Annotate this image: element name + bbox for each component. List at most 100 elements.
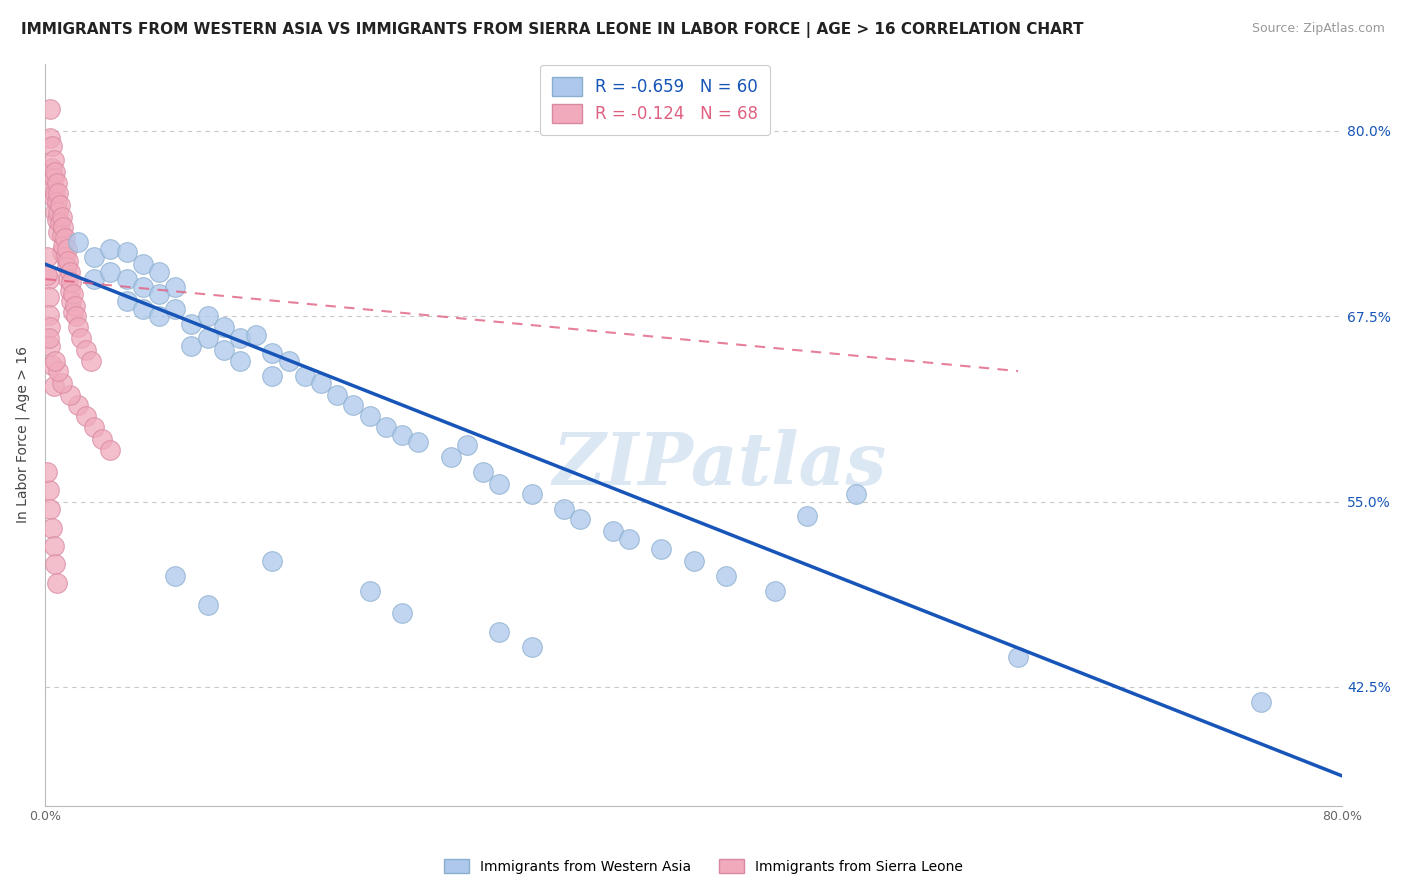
Point [38,483,60,497]
Point [45,212,67,227]
Point [359,409,381,423]
Point [326,388,349,402]
Point [197,331,219,345]
Point [41,161,63,175]
Point [48,205,70,219]
Point [51,376,73,390]
Point [617,532,640,546]
Text: Source: ZipAtlas.com: Source: ZipAtlas.com [1251,22,1385,36]
Point [309,376,332,390]
Point [98,265,121,279]
Point [132,279,155,293]
Point [42,539,65,553]
Point [262,368,284,383]
Point [212,343,235,358]
Point [66,235,89,249]
Point [520,487,543,501]
Point [520,640,543,654]
Point [456,438,478,452]
Point [180,317,202,331]
Point [42,153,65,168]
Point [472,465,495,479]
Point [56,272,79,286]
Point [359,583,381,598]
Point [42,379,65,393]
Point [91,432,114,446]
Point [374,420,396,434]
Point [59,388,82,402]
Point [51,245,73,260]
Point [52,239,75,253]
Point [229,353,252,368]
Point [41,521,63,535]
Point [38,331,60,345]
Point [75,409,97,423]
Point [35,250,58,264]
Point [115,294,138,309]
Point [62,287,84,301]
Point [48,186,70,200]
Point [66,319,89,334]
Point [165,301,187,316]
Point [1250,695,1272,709]
Point [45,194,67,209]
Point [132,257,155,271]
Point [83,250,105,264]
Point [132,301,155,316]
Point [35,268,58,282]
Point [683,554,706,568]
Point [65,309,87,323]
Point [262,554,284,568]
Point [51,227,73,242]
Point [59,284,82,298]
Point [70,331,93,345]
Point [48,364,70,378]
Point [245,328,267,343]
Point [35,465,58,479]
Point [51,210,73,224]
Legend: R = -0.659   N = 60, R = -0.124   N = 68: R = -0.659 N = 60, R = -0.124 N = 68 [540,65,770,136]
Point [796,509,818,524]
Point [391,427,413,442]
Point [39,339,62,353]
Point [44,557,66,571]
Point [41,138,63,153]
Point [115,245,138,260]
Point [197,599,219,613]
Point [165,568,187,582]
Point [602,524,624,539]
Point [56,254,79,268]
Point [44,353,66,368]
Point [716,568,738,582]
Point [80,353,103,368]
Point [48,225,70,239]
Point [41,358,63,372]
Point [83,420,105,434]
Point [115,272,138,286]
Text: IMMIGRANTS FROM WESTERN ASIA VS IMMIGRANTS FROM SIERRA LEONE IN LABOR FORCE | AG: IMMIGRANTS FROM WESTERN ASIA VS IMMIGRAN… [21,22,1084,38]
Point [53,250,76,264]
Point [44,205,66,219]
Point [98,442,121,457]
Point [42,171,65,186]
Point [165,279,187,293]
Point [294,368,316,383]
Point [45,176,67,190]
Point [569,512,592,526]
Text: ZIPatlas: ZIPatlas [553,429,887,500]
Point [49,216,72,230]
Point [763,583,786,598]
Point [408,435,430,450]
Point [488,476,510,491]
Point [55,243,77,257]
Point [49,198,72,212]
Point [180,339,202,353]
Point [41,180,63,194]
Point [39,319,62,334]
Point [212,319,235,334]
Y-axis label: In Labor Force | Age > 16: In Labor Force | Age > 16 [15,346,30,524]
Point [229,331,252,345]
Point [66,398,89,412]
Point [148,309,170,323]
Point [42,190,65,204]
